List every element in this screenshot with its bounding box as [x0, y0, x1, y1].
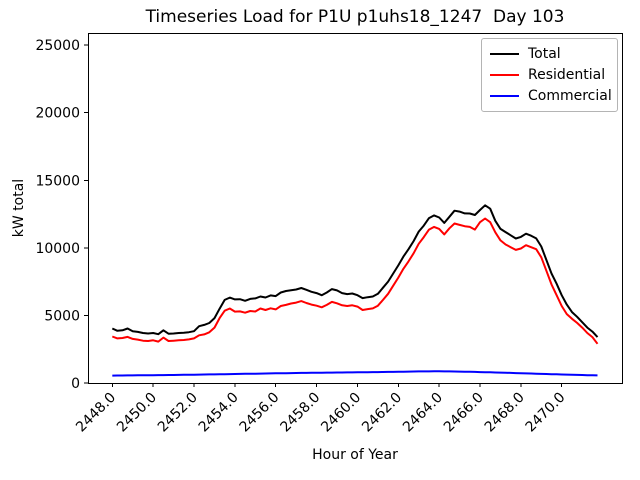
x-axis-label: Hour of Year — [312, 447, 398, 463]
x-tick-label: 2456.0 — [237, 390, 283, 436]
total-line-sample — [490, 53, 519, 56]
y-tick-label: 0 — [71, 376, 80, 392]
x-tick-label: 2458.0 — [277, 390, 323, 436]
y-axis-label: kW total — [11, 178, 27, 238]
legend-item-commercial: Commercial — [482, 86, 617, 106]
x-tick-label: 2470.0 — [523, 390, 569, 436]
legend: Total Residential Commercial — [481, 38, 618, 112]
series-line-residential — [111, 217, 599, 345]
y-tick-label: 15000 — [35, 173, 80, 189]
x-tick-label: 2452.0 — [155, 390, 201, 436]
x-tick-label: 2454.0 — [196, 390, 242, 436]
x-tick-label: 2460.0 — [318, 390, 364, 436]
y-tick-label: 25000 — [35, 38, 80, 54]
x-tick-label: 2448.0 — [73, 390, 119, 436]
commercial-line-sample — [490, 94, 519, 97]
chart-title: Timeseries Load for P1U p1uhs18_1247 Day… — [145, 7, 565, 27]
legend-label-residential: Residential — [528, 66, 606, 83]
legend-item-total: Total — [482, 44, 617, 64]
x-tick-label: 2468.0 — [482, 390, 528, 436]
y-tick-label: 10000 — [35, 241, 80, 257]
x-tick-label: 2462.0 — [359, 390, 405, 436]
legend-label-commercial: Commercial — [528, 87, 612, 104]
residential-line-sample — [490, 73, 519, 76]
x-tick-label: 2450.0 — [114, 390, 160, 436]
legend-label-total: Total — [528, 46, 561, 63]
x-tick-label: 2464.0 — [400, 390, 446, 436]
axes-frame — [88, 33, 623, 384]
legend-item-residential: Residential — [482, 65, 617, 85]
series-line-total — [111, 204, 599, 338]
y-tick-label: 5000 — [44, 308, 80, 324]
y-tick-label: 20000 — [35, 106, 80, 122]
series-line-commercial — [112, 370, 598, 377]
x-tick-label: 2466.0 — [441, 390, 487, 436]
